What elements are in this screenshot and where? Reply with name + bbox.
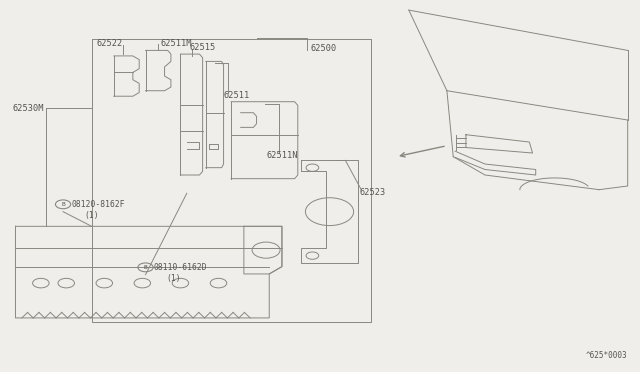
Text: 62511M: 62511M (160, 39, 191, 48)
Text: ^625*0003: ^625*0003 (586, 351, 628, 360)
Text: 62523: 62523 (359, 188, 385, 197)
Text: B: B (143, 265, 147, 270)
Text: 62511N: 62511N (266, 151, 298, 160)
Text: 62500: 62500 (310, 44, 337, 53)
Text: (1): (1) (84, 211, 99, 220)
Text: 08120-8162F: 08120-8162F (71, 200, 125, 209)
Text: 08110-6162D: 08110-6162D (154, 263, 207, 272)
Text: 62530M: 62530M (12, 104, 44, 113)
Text: 62511: 62511 (223, 91, 250, 100)
Text: (1): (1) (166, 274, 181, 283)
Text: B: B (61, 202, 65, 207)
Text: 62515: 62515 (190, 43, 216, 52)
Text: 62522: 62522 (97, 39, 123, 48)
